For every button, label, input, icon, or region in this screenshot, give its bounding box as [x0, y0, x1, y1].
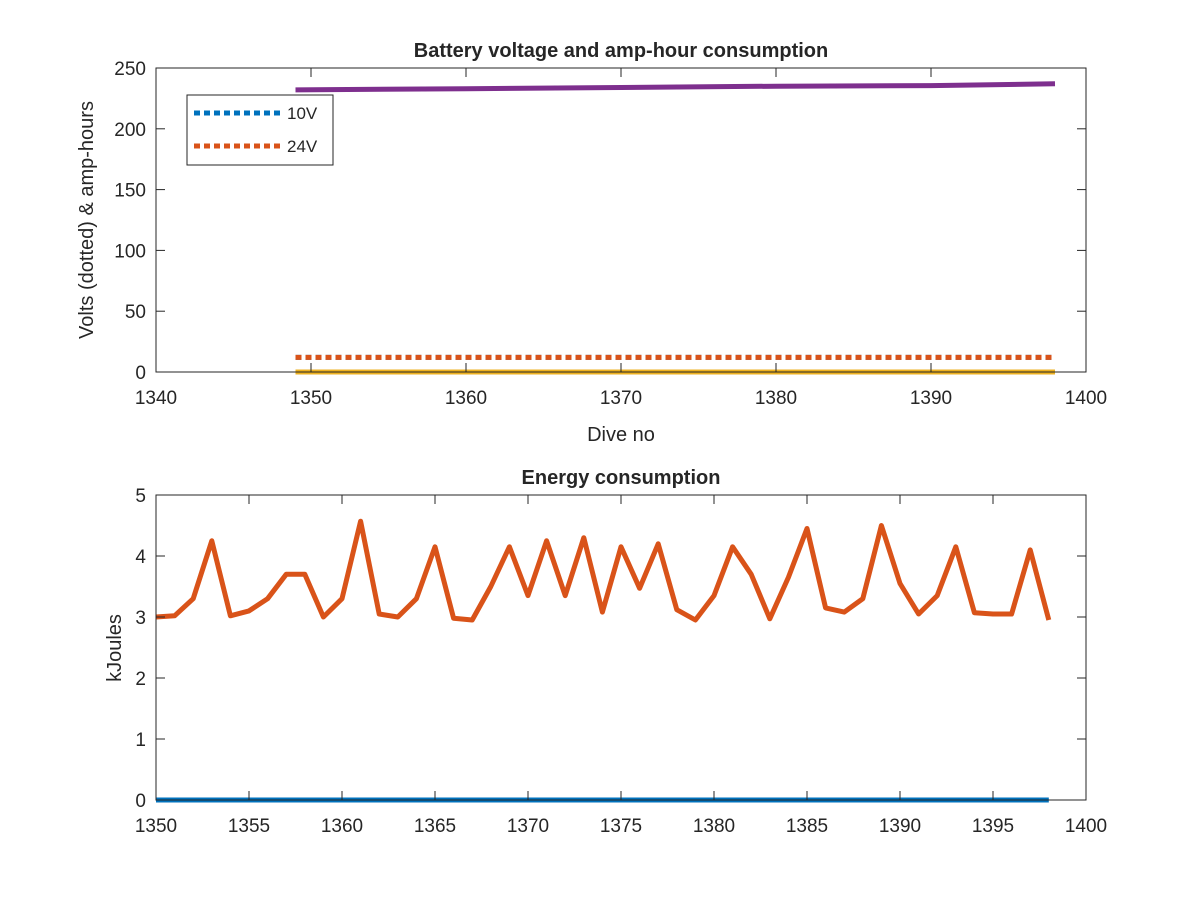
plot-area [156, 495, 1086, 800]
x-tick-label: 1395 [972, 816, 1014, 837]
tick-layer: 1350 1355 1360 1365 1370 1375 1380 1385 1390 1395… [135, 486, 1107, 837]
legend-label-24v: 24V [287, 137, 318, 156]
legend-box [186, 94, 334, 166]
y-axis-label: Volts (dotted) & amp-hours [76, 101, 98, 339]
y-tick-label: 250 [114, 59, 146, 80]
x-tick-label: 1350 [290, 388, 332, 409]
legend-label-10v: 10V [287, 104, 318, 123]
x-tick-label: 1350 [135, 816, 177, 837]
battery-voltage-chart: 1340 1350 1360 1370 1380 1390 1400 0 50 100 150 200… [76, 40, 1107, 446]
axes-frame [155, 494, 1087, 801]
series-line-1 [155, 518, 1052, 623]
y-tick-label: 0 [135, 791, 146, 812]
series-line-3 [295, 81, 1056, 93]
y-tick-label: 0 [135, 363, 146, 384]
y-tick-label: 150 [114, 181, 146, 202]
y-tick-label: 3 [135, 608, 146, 629]
x-tick-label: 1375 [600, 816, 642, 837]
x-tick-label: 1385 [786, 816, 828, 837]
x-tick-label: 1380 [755, 388, 797, 409]
x-tick-label: 1355 [228, 816, 270, 837]
axes-frame [155, 67, 1087, 373]
x-tick-label: 1380 [693, 816, 735, 837]
x-tick-label: 1370 [507, 816, 549, 837]
y-tick-label: 1 [135, 730, 146, 751]
x-tick-label: 1400 [1065, 388, 1107, 409]
x-tick-label: 1390 [879, 816, 921, 837]
y-axis-label: kJoules [104, 614, 126, 682]
x-tick-label: 1400 [1065, 816, 1107, 837]
x-tick-label: 1365 [414, 816, 456, 837]
tick-layer: 1340 1350 1360 1370 1380 1390 1400 0 50 100 150 200… [114, 59, 1107, 409]
energy-consumption-chart: 1350 1355 1360 1365 1370 1375 1380 1385 1390 1395… [104, 467, 1107, 837]
x-tick-label: 1360 [445, 388, 487, 409]
x-tick-label: 1390 [910, 388, 952, 409]
y-tick-label: 200 [114, 120, 146, 141]
y-tick-label: 100 [114, 241, 146, 262]
x-tick-label: 1360 [321, 816, 363, 837]
y-tick-label: 5 [135, 486, 146, 507]
x-tick-label: 1340 [135, 388, 177, 409]
x-tick-label: 1370 [600, 388, 642, 409]
legend: 10V 24V [186, 94, 334, 166]
y-tick-label: 50 [125, 302, 146, 323]
chart-title: Energy consumption [522, 467, 721, 489]
chart-title: Battery voltage and amp-hour consumption [414, 40, 828, 62]
y-tick-label: 4 [135, 547, 146, 568]
x-axis-label: Dive no [587, 424, 655, 446]
y-tick-label: 2 [135, 669, 146, 690]
